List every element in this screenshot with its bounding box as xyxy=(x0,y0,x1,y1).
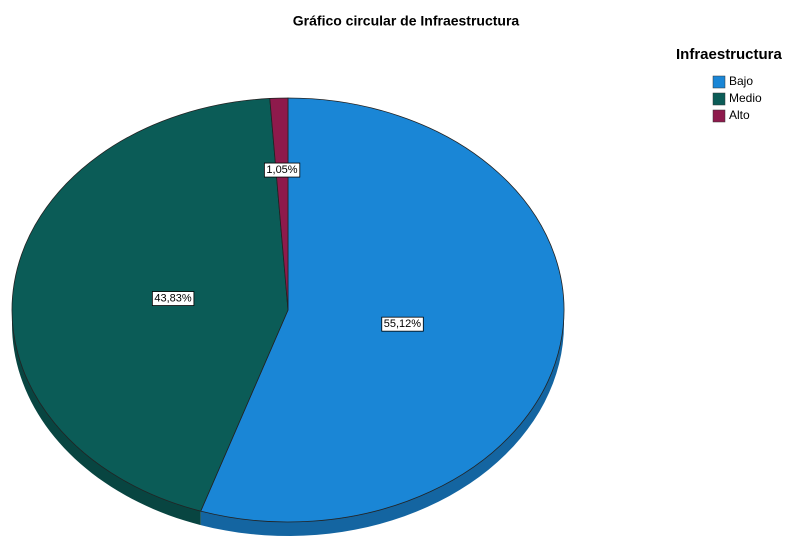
data-label-box xyxy=(381,316,424,332)
legend-swatch xyxy=(712,109,726,123)
legend-title: Infraestructura xyxy=(676,46,783,63)
slice xyxy=(269,97,289,311)
legend-label: Bajo xyxy=(729,74,753,88)
chart-title: Gráfico circular de Infraestructura xyxy=(293,13,520,29)
legend-swatch xyxy=(712,92,726,106)
data-label: 55,12% xyxy=(384,318,422,330)
data-label: 1,05% xyxy=(266,164,297,176)
data-label-box xyxy=(263,162,301,178)
legend-label: Alto xyxy=(729,108,750,122)
legend-swatch xyxy=(712,75,726,89)
data-label: 43,83% xyxy=(154,293,192,305)
slice xyxy=(200,97,565,523)
slice-side xyxy=(200,310,564,536)
data-label-box xyxy=(151,291,195,306)
slice xyxy=(11,98,289,512)
legend-label: Medio xyxy=(729,91,762,105)
